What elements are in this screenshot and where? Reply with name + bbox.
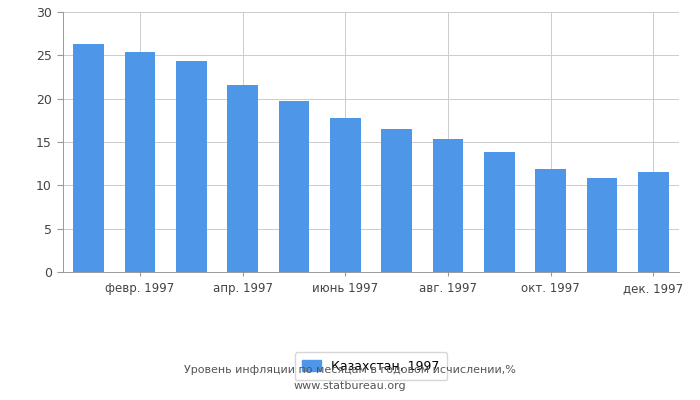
Legend: Казахстан, 1997: Казахстан, 1997 <box>295 352 447 380</box>
Bar <box>176 61 206 272</box>
Bar <box>587 178 617 272</box>
Bar <box>279 101 309 272</box>
Bar <box>433 139 463 272</box>
Text: Уровень инфляции по месяцам в годовом исчислении,%: Уровень инфляции по месяцам в годовом ис… <box>184 365 516 375</box>
Bar <box>382 129 412 272</box>
Text: www.statbureau.org: www.statbureau.org <box>294 381 406 391</box>
Bar <box>536 169 566 272</box>
Bar <box>484 152 514 272</box>
Bar <box>330 118 360 272</box>
Bar <box>638 172 668 272</box>
Bar <box>125 52 155 272</box>
Bar <box>74 44 104 272</box>
Bar <box>228 85 258 272</box>
